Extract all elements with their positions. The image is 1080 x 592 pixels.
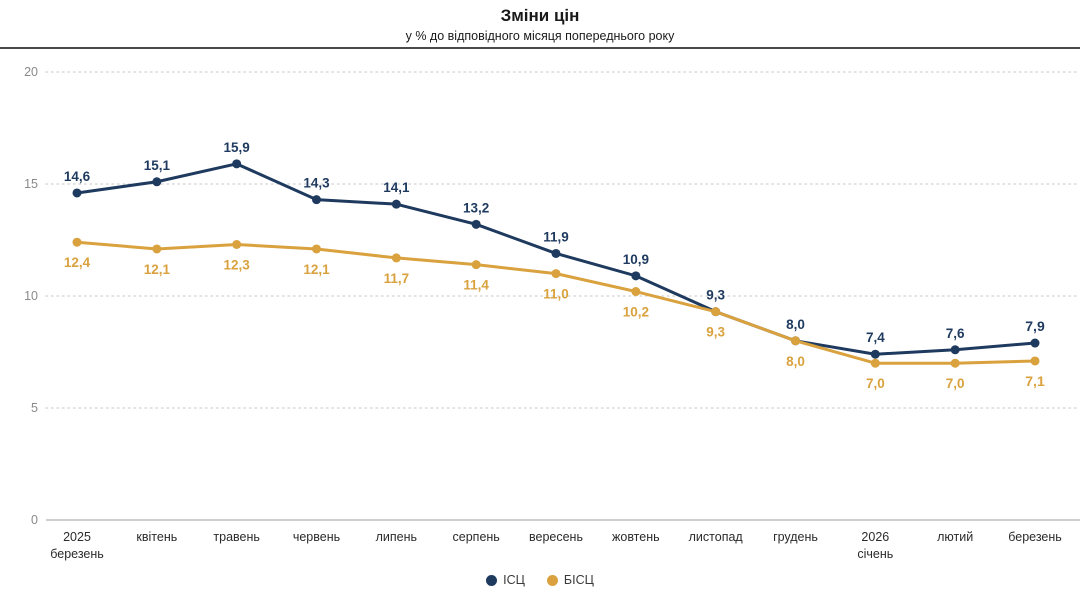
y-tick-label: 15 — [24, 177, 38, 191]
data-label: 14,3 — [303, 176, 330, 191]
x-axis-label: червень — [293, 530, 340, 544]
data-point — [631, 287, 641, 297]
data-label: 14,1 — [383, 180, 410, 195]
x-axis-label: грудень — [773, 530, 818, 544]
chart-header: Зміни цін у % до відповідного місяця поп… — [0, 0, 1080, 45]
data-label: 7,0 — [866, 376, 885, 391]
data-label: 9,3 — [706, 325, 725, 340]
y-tick-label: 5 — [31, 401, 38, 415]
data-label: 11,9 — [543, 229, 569, 244]
chart-title: Зміни цін — [500, 6, 580, 25]
data-label: 9,3 — [706, 288, 725, 303]
header-divider — [0, 47, 1080, 49]
series-line-ІСЦ — [75, 162, 1037, 356]
data-label: 8,0 — [786, 354, 805, 369]
data-point — [870, 349, 880, 359]
x-axis-label: вересень — [529, 530, 583, 544]
data-point — [232, 159, 242, 169]
data-label: 11,4 — [463, 278, 489, 293]
data-point — [551, 248, 561, 258]
data-label: 13,2 — [463, 200, 489, 215]
data-point — [312, 244, 321, 254]
legend-item-icp: ІСЦ — [486, 573, 525, 587]
legend-label-bicp: БІСЦ — [563, 573, 594, 587]
data-point — [312, 195, 321, 205]
data-label: 7,4 — [866, 330, 885, 345]
data-label: 10,2 — [623, 305, 649, 320]
data-point — [232, 239, 242, 249]
x-axis-label: серпень — [453, 530, 500, 544]
x-axis-label: березень — [1008, 530, 1062, 544]
data-point — [72, 237, 82, 247]
legend-dot-icp — [486, 574, 498, 586]
data-label: 12,1 — [303, 262, 330, 277]
x-axis-label: квітень — [136, 530, 177, 544]
data-label: 12,1 — [144, 262, 171, 277]
x-axis-label: 2026 — [861, 530, 889, 544]
data-point — [631, 271, 641, 281]
data-point — [152, 244, 162, 254]
data-label: 7,0 — [946, 376, 965, 391]
data-label: 7,9 — [1025, 318, 1045, 334]
x-axis-label: лютий — [937, 530, 973, 544]
data-point — [72, 188, 82, 198]
data-point — [1030, 356, 1040, 366]
data-point — [391, 253, 401, 263]
legend-item-bicp: БІСЦ — [546, 573, 594, 587]
x-axis-label: березень — [50, 547, 104, 561]
legend-dot-bicp — [546, 574, 558, 586]
data-point — [152, 177, 162, 187]
data-point — [791, 336, 800, 346]
data-point — [950, 345, 960, 355]
data-point — [950, 358, 960, 368]
legend-label-icp: ІСЦ — [503, 573, 525, 587]
data-point — [471, 260, 481, 270]
data-label: 11,7 — [384, 271, 410, 286]
data-label: 12,4 — [64, 255, 91, 270]
x-axis-label: липень — [376, 530, 417, 544]
x-axis-label: жовтень — [612, 530, 660, 544]
data-label: 11,0 — [543, 287, 569, 302]
data-label: 7,6 — [946, 326, 965, 341]
data-point — [551, 269, 561, 279]
x-axis-label: 2025 — [63, 530, 91, 544]
data-label: 15,1 — [144, 158, 171, 173]
data-point — [391, 199, 401, 209]
data-label: 10,9 — [623, 252, 649, 267]
data-point — [870, 358, 880, 368]
data-point — [1030, 338, 1040, 348]
data-label: 8,0 — [786, 317, 805, 332]
data-label: 15,9 — [224, 140, 250, 155]
x-axis-label: січень — [857, 547, 893, 561]
y-tick-label: 20 — [24, 65, 38, 79]
data-label: 14,6 — [64, 169, 91, 184]
series-line-БІСЦ — [75, 240, 1037, 365]
data-label: 7,1 — [1025, 373, 1045, 389]
x-axis-label: листопад — [689, 530, 744, 544]
y-tick-label: 10 — [24, 289, 38, 303]
data-point — [471, 219, 481, 229]
x-axis-label: травень — [213, 530, 260, 544]
data-point — [711, 307, 721, 317]
chart-legend: ІСЦ БІСЦ — [0, 573, 1080, 587]
y-tick-label: 0 — [31, 513, 38, 527]
chart-subtitle: у % до відповідного місяця попереднього … — [405, 29, 675, 44]
data-label: 12,3 — [224, 257, 251, 272]
